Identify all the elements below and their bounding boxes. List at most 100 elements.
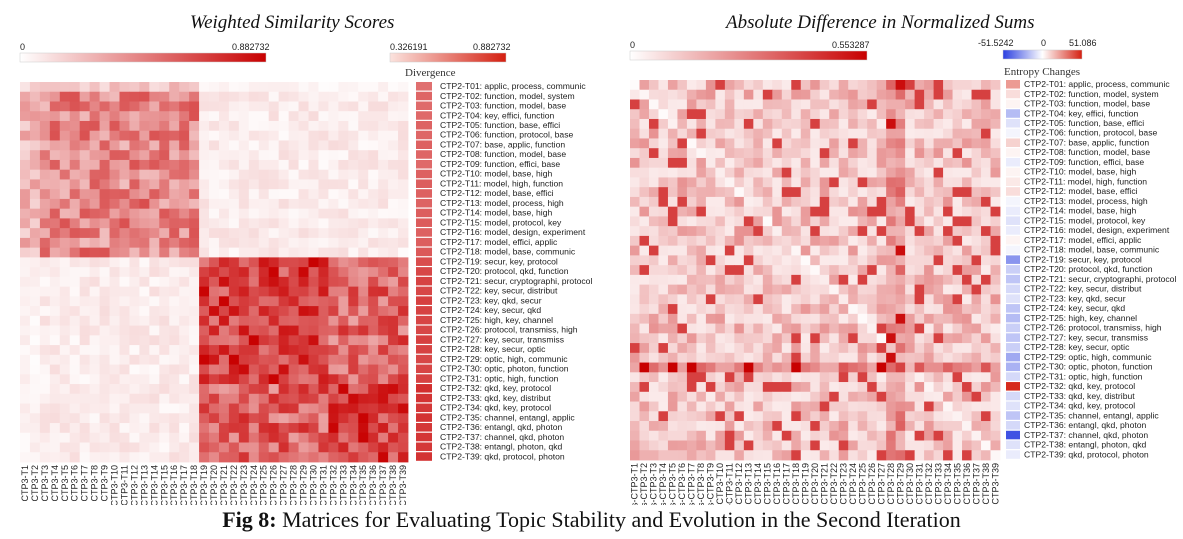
similarity-cell	[209, 218, 220, 229]
abs-diff-cells	[630, 80, 1001, 461]
abs-diff-cell	[705, 382, 716, 393]
abs-diff-cell	[800, 304, 811, 315]
abs-diff-cell	[867, 411, 878, 422]
similarity-cell	[159, 296, 170, 307]
abs-diff-cell	[772, 391, 783, 402]
abs-diff-x-tick: Abs-CTP3-T21	[819, 463, 829, 505]
similarity-cell	[139, 306, 150, 317]
similarity-cell	[149, 130, 160, 141]
similarity-cell	[129, 247, 140, 258]
similarity-cell	[318, 228, 329, 239]
similarity-cell	[179, 306, 190, 317]
similarity-cell	[149, 237, 160, 249]
entropy-cell	[1006, 118, 1020, 128]
similarity-cell	[20, 315, 31, 326]
similarity-cell	[119, 345, 130, 356]
abs-diff-cell	[800, 421, 811, 432]
abs-diff-cell	[648, 362, 659, 373]
similarity-x-tick: CTP3-T12	[129, 465, 139, 505]
similarity-cell	[39, 91, 51, 102]
similarity-cell	[308, 169, 319, 180]
abs-diff-cell	[914, 245, 925, 256]
similarity-cell	[368, 159, 379, 171]
similarity-cell	[109, 198, 120, 210]
similarity-cell	[318, 179, 329, 190]
similarity-cell	[358, 267, 369, 278]
abs-diff-cell	[724, 206, 735, 217]
similarity-cell	[119, 335, 130, 346]
similarity-cell	[49, 354, 61, 365]
abs-diff-cell	[905, 313, 916, 324]
abs-diff-cell	[895, 89, 906, 100]
divergence-cell	[416, 286, 432, 296]
similarity-cell	[99, 130, 110, 141]
abs-diff-cell	[639, 333, 650, 344]
abs-diff-cell	[715, 167, 726, 178]
similarity-cell	[338, 452, 349, 463]
divergence-cell	[416, 364, 432, 374]
similarity-cell	[228, 101, 240, 112]
abs-diff-cell	[639, 352, 650, 363]
abs-diff-cell	[895, 284, 906, 295]
similarity-cell	[129, 393, 140, 404]
similarity-cell	[398, 345, 409, 356]
similarity-x-tick: CTP3-T34	[348, 465, 358, 505]
similarity-cell	[268, 315, 280, 326]
abs-diff-cell	[819, 235, 830, 247]
similarity-cell	[79, 82, 91, 93]
similarity-cell	[328, 111, 339, 122]
similarity-cell	[169, 257, 180, 268]
abs-diff-cell	[867, 313, 878, 324]
divergence-cell	[416, 101, 432, 111]
abs-diff-cell	[743, 196, 754, 208]
abs-diff-cell	[829, 80, 840, 91]
similarity-cell	[308, 306, 319, 317]
similarity-cell	[199, 413, 210, 424]
similarity-cell	[209, 228, 220, 239]
similarity-cell	[238, 384, 250, 395]
similarity-cell	[378, 150, 389, 161]
similarity-cell	[79, 257, 91, 268]
similarity-cell	[278, 101, 290, 112]
abs-diff-cell	[857, 323, 868, 334]
similarity-cell	[209, 384, 220, 395]
similarity-cell	[348, 374, 359, 385]
abs-diff-cell	[981, 411, 991, 422]
similarity-cell	[189, 423, 200, 434]
abs-diff-cell	[630, 440, 640, 451]
abs-diff-cell	[971, 245, 982, 256]
abs-diff-cell	[886, 421, 897, 432]
similarity-cell	[328, 354, 339, 365]
abs-diff-cell	[810, 80, 821, 91]
similarity-cell	[59, 384, 71, 395]
abs-diff-cell	[762, 265, 773, 276]
abs-diff-cell	[686, 167, 697, 178]
similarity-cell	[278, 91, 290, 102]
abs-diff-cell	[677, 372, 688, 383]
abs-diff-cell	[867, 216, 878, 227]
similarity-cell	[388, 393, 399, 404]
abs-diff-cell	[914, 411, 925, 422]
abs-diff-cell	[630, 109, 640, 120]
abs-diff-cell	[981, 430, 991, 441]
similarity-cell	[258, 393, 270, 404]
topic-label: CTP2-T23: key, qkd, secur	[440, 295, 542, 305]
similarity-cell	[49, 237, 61, 249]
abs-diff-cell	[971, 235, 982, 247]
abs-diff-cell	[715, 157, 726, 169]
abs-diff-cell	[819, 401, 830, 412]
abs-diff-cell	[781, 177, 792, 188]
similarity-cell	[378, 179, 389, 190]
abs-diff-cell	[876, 89, 887, 100]
similarity-cell	[69, 82, 81, 93]
abs-diff-cell	[696, 421, 707, 432]
abs-diff-cell	[639, 99, 650, 110]
abs-diff-cell	[924, 323, 934, 334]
abs-diff-cell	[648, 372, 659, 383]
similarity-cell	[298, 325, 309, 336]
abs-diff-cell	[819, 391, 830, 402]
similarity-cell	[348, 150, 359, 161]
similarity-cell	[398, 276, 409, 288]
abs-diff-cell	[639, 411, 650, 422]
abs-diff-cell	[705, 255, 716, 266]
